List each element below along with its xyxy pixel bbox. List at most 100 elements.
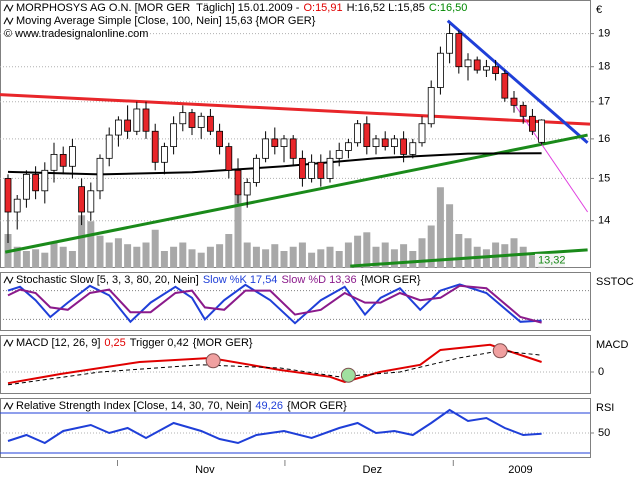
volume-bar [160,251,168,268]
volume-bar [243,242,251,268]
candle-body [473,59,481,71]
legend-icon [3,3,14,13]
volume-bar [344,242,352,268]
volume-bar [308,252,316,268]
volume-bar [262,249,270,268]
candle-body [299,157,306,179]
volume-bar [87,221,95,268]
legend-line: MORPHOSYS AG O.N. [MOR GER Täglich] 15.0… [16,2,467,14]
volume-bar [528,255,536,268]
candle-body [96,157,104,192]
volume-bar [289,246,297,268]
panel: SSTOC Stochastic Slow [5, 3, 3, 80, 20, N… [0,272,634,331]
legend-text: 49,26 [255,400,283,412]
legend-line: MACD [12, 26, 9] 0,25 Trigger 0,42 {MOR GER… [16,337,253,349]
plot-area [0,343,590,386]
volume-bar [418,238,426,268]
volume-bar [252,246,260,268]
series-line [7,283,542,325]
legend-text: 0,25 [104,337,125,349]
candle-body [464,59,472,68]
candle-body [538,119,546,143]
volume-bar [335,251,343,268]
volume-bar [50,242,58,268]
candle-body [243,182,251,196]
candle-body [492,66,500,74]
volume-bar [446,204,454,268]
panel: 14 15 16 17 18 19 €13,32 MORPHOSYS AG O.N. [MOR… [0,0,610,268]
signal-marker [205,353,221,369]
volume-bar [105,242,113,268]
volume-bar [22,251,30,268]
y-tick-label: 17 [598,96,610,108]
volume-bar [59,246,67,268]
volume-bar [124,244,132,268]
volume-bar [179,242,187,268]
candle-body [179,112,187,125]
candle-body [87,190,95,213]
volume-bar [455,234,463,268]
candle-body [23,173,30,200]
candle-body [400,138,408,155]
candle-body [326,157,334,179]
plot-area [0,408,590,454]
candle-body [271,138,279,147]
legend-text: {MOR GER} [193,337,253,349]
volume-bar [400,244,408,268]
candle-body [446,33,454,54]
volume-bar [225,234,233,268]
volume-bar [280,251,288,268]
candle-body [207,115,214,132]
legend-text: H:16,52 L:15,85 [347,2,425,14]
legend-text: © www.tradesignalonline.com [4,28,148,40]
y-tick-label: 0 [598,366,604,378]
series-line [7,343,542,385]
signal-marker [340,367,356,383]
candle-body [151,130,159,163]
candle-body [529,115,536,132]
volume-bar [216,244,224,268]
volume-bar [409,251,417,268]
plot-area [0,19,590,268]
volume-bar [13,246,21,268]
legend-text: Stochastic Slow [5, 3, 3, 80, 20, Nein] [16,274,199,286]
y-tick-label: 15 [598,172,610,184]
volume-bar [436,187,444,268]
legend-text: {MOR GER} [361,274,421,286]
signal-marker [492,343,508,359]
candle-body [105,134,113,159]
candle-body [354,123,362,144]
volume-bar [170,246,178,268]
legend-icon [3,275,14,285]
series-line [7,350,542,386]
panel-frame [0,0,591,268]
legend-line: Stochastic Slow [5, 3, 3, 80, 20, Nein] S… [16,274,421,286]
candle-body [363,123,371,147]
volume-bar [372,246,380,268]
panel-frame [0,272,591,331]
legend-line: Moving Average Simple [Close, 100, Nein]… [16,15,316,27]
candle-body [225,146,233,171]
legend-text: Relative Strength Index [Close, 14, 30, … [16,400,251,412]
candle-body [418,123,426,144]
candle-body [115,119,122,136]
candle-body [308,161,316,179]
legend-icon [3,338,14,348]
candle-body [501,73,509,99]
volume-bar [271,244,279,268]
legend-icon [3,16,14,26]
candle-body [280,138,288,147]
candle-body [161,146,168,163]
candle-body [59,153,67,167]
axis-label: MACD [596,339,628,351]
line-label: 13,32 [538,255,566,267]
trend-line [446,19,589,144]
candle-body [133,108,141,132]
trend-line [350,248,588,268]
y-tick-label: 18 [598,61,610,73]
candle-body [197,115,205,128]
candle-body [289,138,297,159]
y-tick-label: 19 [598,27,610,39]
legend-text: {MOR GER} [287,400,347,412]
